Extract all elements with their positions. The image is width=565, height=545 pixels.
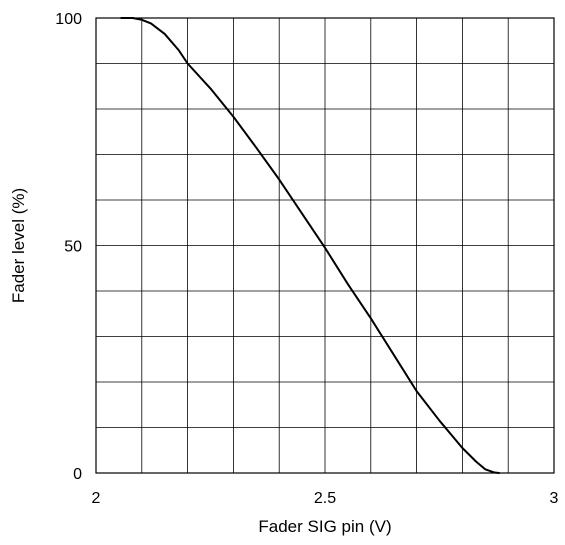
tick-labels: 2 2.5 3 0 50 100 [55,11,558,507]
plot-frame [95,17,555,474]
series-layer [120,17,501,474]
x-axis-label: Fader SIG pin (V) [258,517,391,536]
y-tick-label: 0 [73,466,82,483]
y-tick-label: 50 [64,239,82,256]
x-tick-label: 2 [92,490,101,507]
y-tick-label: 100 [55,11,82,28]
grid [96,18,554,473]
series-line [120,17,501,474]
y-axis-label: Fader level (%) [9,188,28,303]
x-tick-label: 3 [550,490,559,507]
x-tick-label: 2.5 [314,490,336,507]
